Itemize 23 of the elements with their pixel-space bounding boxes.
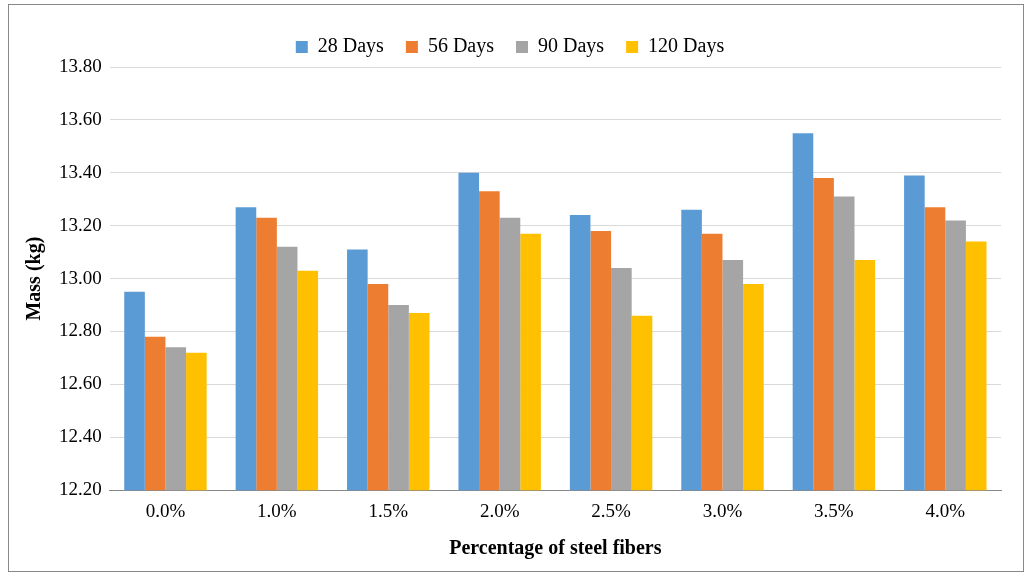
x-tick-label: 3.5% <box>814 499 854 521</box>
y-tick-label: 13.00 <box>59 266 102 288</box>
x-tick-label: 1.0% <box>257 499 297 521</box>
y-axis-title: Mass (kg) <box>22 236 46 321</box>
x-axis-title: Percentage of steel fibers <box>449 536 662 560</box>
y-tick-label: 13.60 <box>59 107 102 129</box>
x-tick-label: 4.0% <box>925 499 966 521</box>
legend-label: 28 Days <box>317 34 385 58</box>
y-tick-label: 13.40 <box>59 160 102 182</box>
x-tick-label: 1.5% <box>368 499 409 521</box>
y-tick-label: 12.40 <box>59 425 102 447</box>
y-tick-label: 13.20 <box>59 213 102 235</box>
legend-label: 120 Days <box>648 34 725 58</box>
x-tick-label: 0.0% <box>145 499 186 521</box>
x-tick-label: 2.5% <box>591 499 632 521</box>
x-tick-label: 3.0% <box>702 499 743 521</box>
y-tick-label: 12.20 <box>59 478 102 500</box>
x-tick-label: 2.0% <box>479 499 520 521</box>
legend-label: 90 Days <box>538 34 605 58</box>
y-tick-label: 13.80 <box>59 54 102 76</box>
y-tick-label: 12.80 <box>59 319 102 341</box>
y-tick-label: 12.60 <box>59 372 102 394</box>
legend-label: 56 Days <box>427 34 495 58</box>
